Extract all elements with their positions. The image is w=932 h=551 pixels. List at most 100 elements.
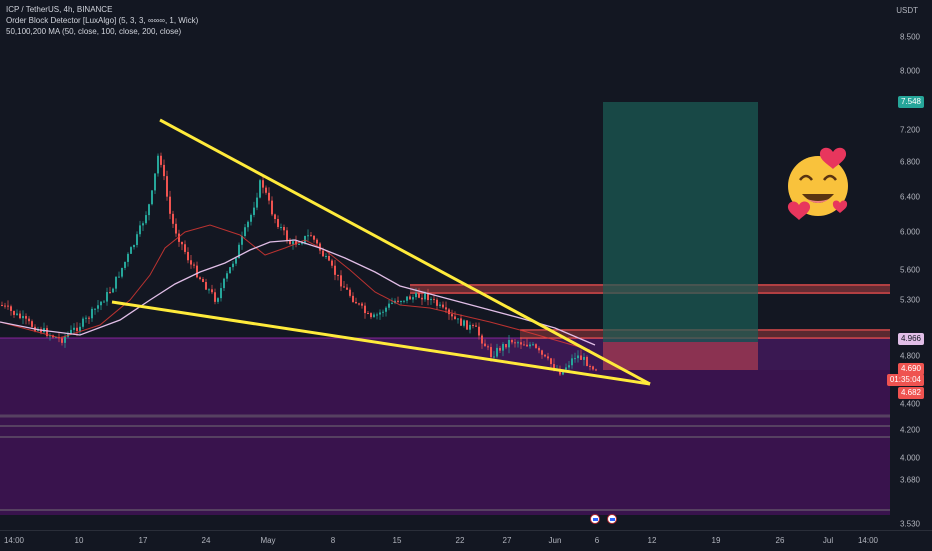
candle-body (31, 321, 33, 327)
candle-body (352, 295, 354, 302)
smiling-face-with-hearts-icon (787, 147, 848, 220)
candle-body (592, 366, 594, 370)
price-chart[interactable] (0, 0, 932, 530)
time-tick: 10 (74, 536, 84, 545)
candle-body (175, 223, 177, 234)
candle-body (16, 313, 18, 315)
candle-body (124, 261, 126, 268)
candle-body (400, 300, 402, 302)
candle-body (424, 292, 426, 300)
candle-body (214, 292, 216, 302)
candle-body (247, 221, 249, 228)
candle-body (64, 336, 66, 343)
candle-body (343, 286, 345, 288)
candle-body (280, 227, 282, 229)
indicator-moving-averages[interactable]: 50,100,200 MA (50, close, 100, close, 20… (6, 27, 182, 36)
candle-body (4, 305, 6, 307)
candle-body (544, 354, 546, 357)
candle-body (163, 164, 165, 177)
candle-body (157, 155, 159, 174)
time-tick: 26 (775, 536, 785, 545)
candle-body (223, 278, 225, 289)
candle-body (454, 316, 456, 320)
economic-event-icon[interactable] (590, 514, 600, 524)
candle-body (469, 324, 471, 330)
candle-body (226, 273, 228, 279)
candle-body (301, 242, 303, 244)
candle-body (136, 234, 138, 245)
candle-body (484, 343, 486, 347)
position-stop-zone[interactable] (603, 342, 758, 370)
indicator-order-block[interactable]: Order Block Detector [LuxAlgo] (5, 3, 3,… (6, 16, 199, 25)
candle-body (466, 320, 468, 330)
candle-body (178, 233, 180, 242)
candle-body (277, 219, 279, 228)
chart-legend[interactable]: ICP / TetherUS, 4h, BINANCE Order Block … (6, 4, 198, 37)
candle-body (574, 358, 576, 360)
candle-body (493, 356, 495, 358)
candle-body (337, 274, 339, 276)
candle-body (190, 260, 192, 265)
time-axis[interactable]: 14:00 10 17 24 May 8 15 22 27 Jun 6 12 1… (0, 530, 932, 551)
candle-body (268, 192, 270, 201)
candle-body (91, 308, 93, 319)
candle-body (505, 343, 507, 348)
candle-body (382, 311, 384, 313)
position-target-zone[interactable] (603, 102, 758, 342)
candle-body (289, 240, 291, 245)
candle-body (499, 347, 501, 351)
time-tick: 19 (711, 536, 721, 545)
candle-body (22, 316, 24, 319)
time-tick: 17 (138, 536, 148, 545)
candle-body (271, 200, 273, 215)
candle-body (196, 265, 198, 278)
candle-body (262, 180, 264, 188)
candle-body (172, 213, 174, 224)
candle-body (520, 342, 522, 345)
time-tick: 22 (455, 536, 465, 545)
candle-body (184, 244, 186, 252)
candle-body (511, 340, 513, 343)
candle-body (595, 369, 597, 371)
economic-event-icon[interactable] (607, 514, 617, 524)
candle-body (244, 227, 246, 237)
candle-body (139, 225, 141, 235)
candle-body (232, 263, 234, 268)
candle-body (496, 347, 498, 357)
time-tick: 14:00 (857, 536, 879, 545)
candle-body (565, 367, 567, 370)
candle-body (250, 214, 252, 222)
candle-body (427, 292, 429, 301)
candle-body (322, 250, 324, 257)
symbol-title[interactable]: ICP / TetherUS, 4h, BINANCE (6, 5, 113, 14)
candle-body (148, 204, 150, 216)
lower-trendline[interactable] (111, 300, 651, 386)
candle-body (349, 289, 351, 296)
candle-body (133, 244, 135, 248)
candle-body (541, 350, 543, 355)
candle-body (463, 320, 465, 326)
ma200-line (0, 239, 596, 346)
candle-body (286, 230, 288, 241)
candle-body (577, 355, 579, 359)
order-block-zone-lower (0, 370, 890, 515)
time-tick: Jun (548, 536, 562, 545)
candle-body (112, 288, 114, 293)
heart-icon (832, 200, 848, 213)
candle-body (475, 325, 477, 327)
candle-body (310, 235, 312, 237)
candle-body (490, 347, 492, 358)
candle-body (373, 314, 375, 318)
candle-body (391, 302, 393, 304)
candle-body (88, 317, 90, 319)
candle-body (130, 247, 132, 254)
candle-body (589, 366, 591, 368)
time-tick: 6 (594, 536, 600, 545)
candle-body (127, 253, 129, 262)
upper-trendline[interactable] (159, 118, 651, 386)
candle-body (61, 338, 63, 343)
candle-body (430, 298, 432, 301)
candle-body (460, 318, 462, 326)
time-tick: 12 (647, 536, 657, 545)
candle-body (295, 241, 297, 245)
